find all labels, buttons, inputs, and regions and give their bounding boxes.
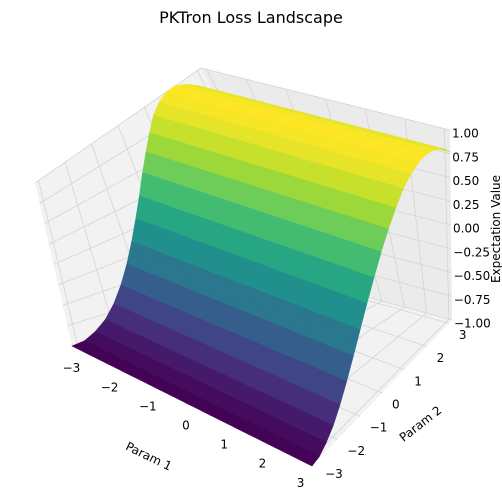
z-tick-label: −0.50 <box>454 269 491 283</box>
x-tick-label: 1 <box>220 438 228 452</box>
z-tick-label: 0.25 <box>453 198 480 212</box>
x-tick-label: 3 <box>297 476 305 490</box>
y-tick-label: 0 <box>392 398 400 412</box>
chart-title: PKTron Loss Landscape <box>159 8 343 27</box>
tick-labels: −3−2−10123−3−2−10123−1.00−0.75−0.50−0.25… <box>63 127 491 490</box>
y-tick-label: −3 <box>325 467 343 481</box>
x-tick-label: 2 <box>259 457 267 471</box>
surface-patch <box>298 450 320 467</box>
y-tick-label: −1 <box>370 421 388 435</box>
z-axis-label: Expectation Value <box>489 175 502 283</box>
surface-mesh <box>71 83 451 467</box>
x-tick-label: −1 <box>139 399 157 413</box>
z-tick-label: 0.00 <box>453 222 480 236</box>
back-gridline-z <box>200 67 451 131</box>
x-tick-label: −2 <box>101 380 119 394</box>
y-tick-label: 2 <box>437 351 445 365</box>
x-tick-label: 0 <box>182 419 190 433</box>
z-tick-label: 0.50 <box>453 174 480 188</box>
y-tick-label: −2 <box>347 444 365 458</box>
z-tick-label: −0.75 <box>454 293 491 307</box>
z-tick-label: 1.00 <box>452 127 479 141</box>
y-tick-label: 1 <box>414 374 422 388</box>
y-axis-label: Param 2 <box>397 403 445 444</box>
z-tick-label: −1.00 <box>454 317 491 331</box>
z-tick-label: −0.25 <box>453 245 490 259</box>
x-axis-label: Param 1 <box>123 439 174 473</box>
z-tick-label: 0.75 <box>452 150 479 164</box>
x-tick-label: −3 <box>63 361 81 375</box>
y-tick-label: 3 <box>459 328 467 342</box>
